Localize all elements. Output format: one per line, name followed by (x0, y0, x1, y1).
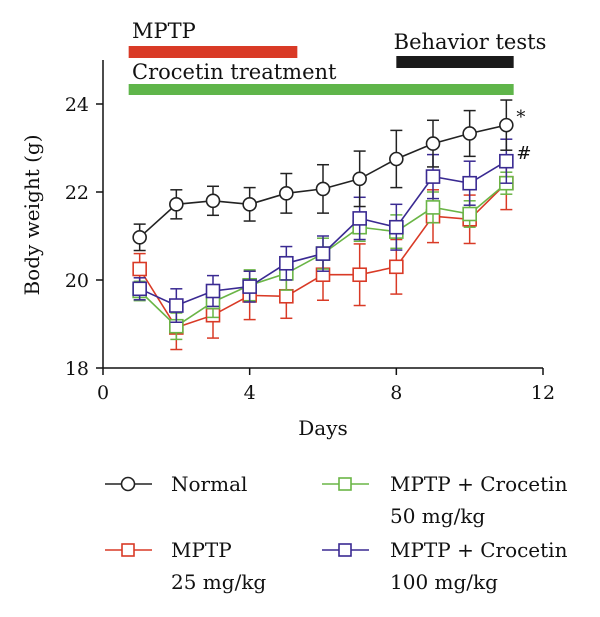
legend-sublabel-crocetin-50: 50 mg/kg (390, 504, 485, 528)
legend-label-mptp: MPTP (171, 538, 232, 562)
x-tick-label: 0 (97, 382, 109, 404)
data-point (425, 136, 441, 151)
data-point (315, 181, 331, 197)
legend-label-normal: Normal (171, 472, 247, 496)
legend-sublabel-crocetin-100: 100 mg/kg (390, 570, 498, 594)
series (132, 99, 514, 252)
data-point (205, 193, 221, 209)
annotation-bar-label: Crocetin treatment (132, 60, 337, 84)
data-point (462, 206, 477, 222)
x-tick-label: 12 (531, 382, 555, 404)
y-axis-label: Body weight (g) (20, 134, 44, 295)
data-point (389, 151, 404, 167)
legend-marker-square-icon (121, 543, 135, 557)
data-point (425, 169, 441, 184)
legend-entry-crocetin-100: MPTP + Crocetin 100 mg/kg (322, 538, 568, 594)
series-layer (132, 99, 514, 351)
legend-entry-mptp: MPTP 25 mg/kg (105, 538, 266, 594)
data-point (169, 298, 184, 313)
y-tick-label: 20 (65, 270, 89, 292)
series (132, 138, 514, 323)
data-point (169, 197, 184, 212)
x-ticks: 0 4 8 12 (97, 368, 555, 404)
data-point (132, 230, 147, 245)
significance-markers: *# (516, 107, 531, 164)
data-point (242, 197, 257, 212)
data-point (132, 261, 147, 277)
data-point (315, 246, 331, 261)
plot-axes: 18 20 22 24 0 4 8 12 Body weight (g) Days (20, 60, 555, 440)
y-tick-label: 22 (65, 182, 89, 204)
data-point (425, 200, 441, 215)
legend-marker-square-icon (338, 543, 352, 557)
annotation-bar-label: MPTP (132, 19, 196, 43)
significance-marker: * (516, 107, 525, 128)
data-point (499, 153, 514, 169)
data-point (462, 126, 477, 141)
annotation-bar (396, 56, 514, 68)
significance-marker: # (516, 143, 531, 164)
data-point (352, 171, 367, 187)
legend: Normal MPTP 25 mg/kg MPTP + Crocetin 50 … (105, 472, 568, 594)
data-point (205, 283, 221, 299)
legend-marker-square-icon (338, 477, 352, 491)
y-ticks: 18 20 22 24 (65, 94, 103, 380)
annotation-bar-label: Behavior tests (394, 30, 547, 54)
data-point (389, 259, 404, 275)
legend-entry-normal: Normal (105, 472, 247, 496)
data-point (132, 281, 147, 297)
data-point (499, 117, 514, 133)
legend-marker-circle-icon (120, 476, 136, 492)
x-axis-label: Days (298, 416, 348, 440)
legend-sublabel-mptp: 25 mg/kg (171, 570, 266, 594)
x-tick-label: 4 (244, 382, 256, 404)
annotation-bar (128, 46, 298, 58)
legend-label-crocetin-50: MPTP + Crocetin (390, 472, 568, 496)
y-tick-label: 18 (65, 358, 89, 380)
data-point (352, 211, 367, 226)
legend-entry-crocetin-50: MPTP + Crocetin 50 mg/kg (322, 472, 568, 528)
data-point (352, 267, 367, 283)
data-point (389, 219, 404, 235)
data-point (279, 288, 294, 304)
annotation-bars: MPTP Behavior tests Crocetin treatment (128, 19, 547, 95)
x-tick-label: 8 (390, 382, 402, 404)
annotation-bar (128, 84, 514, 95)
legend-label-crocetin-100: MPTP + Crocetin (390, 538, 568, 562)
data-point (242, 279, 257, 294)
data-point (279, 186, 294, 201)
data-point (279, 255, 294, 271)
data-point (462, 175, 477, 191)
y-tick-label: 24 (65, 94, 89, 116)
